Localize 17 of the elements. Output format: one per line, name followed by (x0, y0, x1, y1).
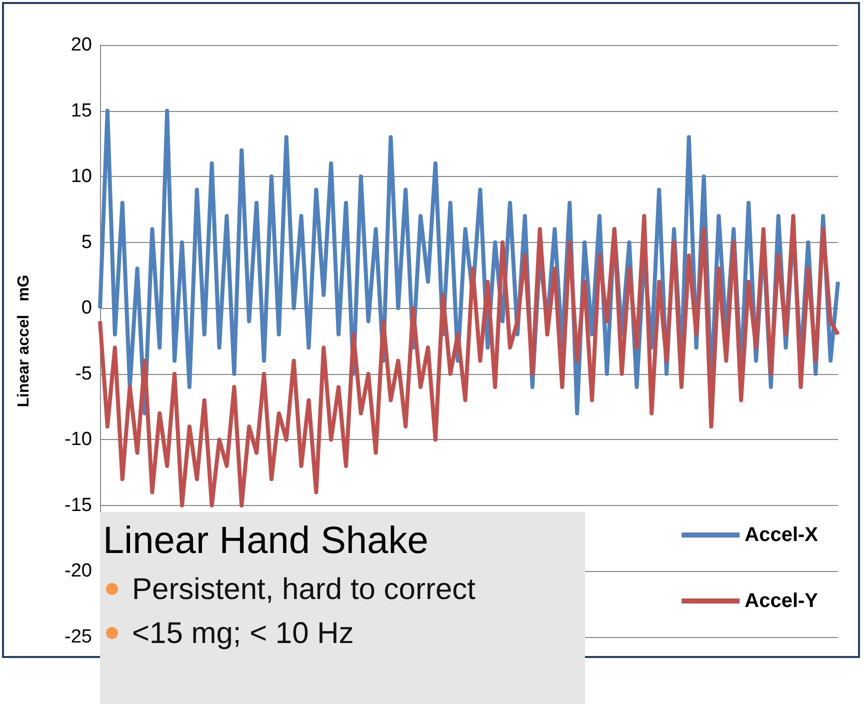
y-tick-label: 10 (70, 166, 92, 188)
y-tick-label: 0 (81, 298, 92, 319)
y-tick-label: -20 (64, 560, 92, 582)
legend-label: Accel-X (744, 524, 819, 546)
line-series (98, 214, 840, 508)
annotation: Persistent, hard to correct (131, 573, 476, 607)
y-tick-label: 5 (81, 232, 92, 253)
annotation: Linear Hand Shake (103, 520, 430, 563)
y-tick-label: -10 (64, 429, 92, 450)
y-tick-label: -15 (64, 494, 92, 516)
y-tick-label: -5 (75, 363, 92, 384)
y-tick-label: 15 (70, 100, 92, 122)
annotation: <15 mg; < 10 Hz (131, 617, 355, 651)
y-tick-label: 20 (70, 34, 92, 56)
legend-label: Accel-Y (744, 590, 819, 612)
y-axis-title: Linear accel mG (16, 274, 32, 408)
y-tick-label: -25 (64, 626, 92, 648)
